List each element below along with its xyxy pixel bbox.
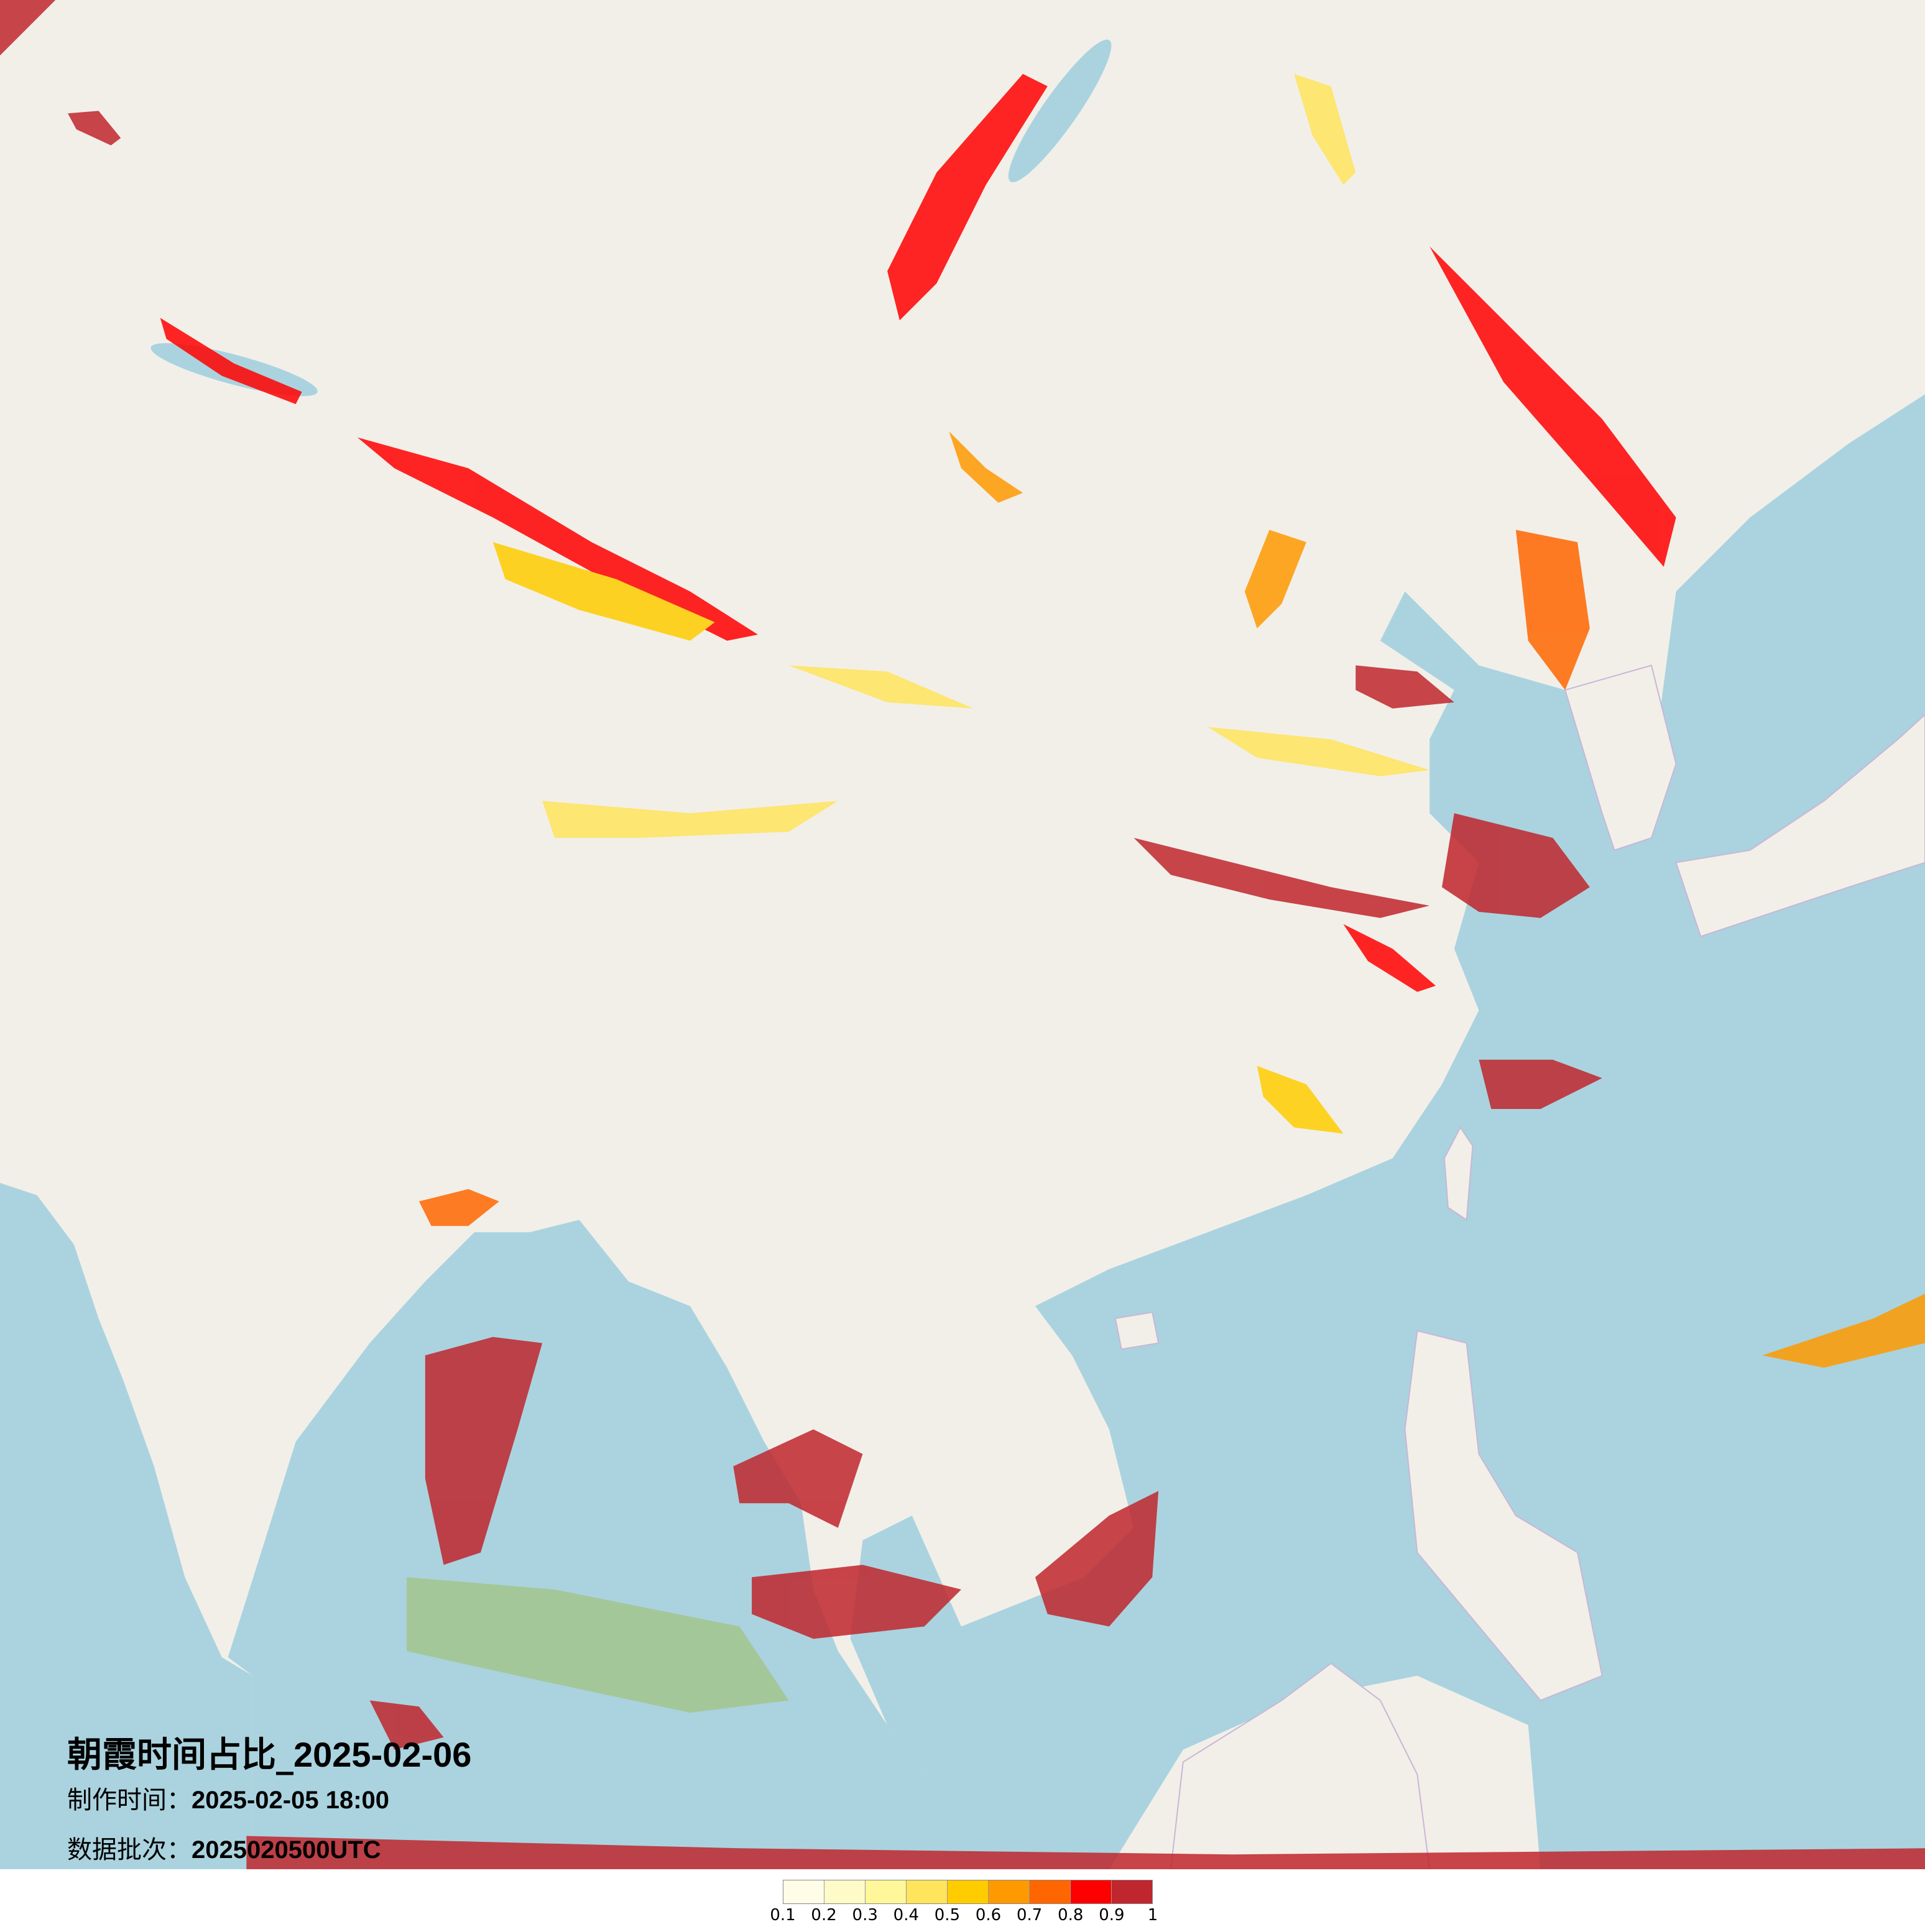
- overlay-region: [1343, 924, 1436, 992]
- legend-ticks: 0.1 0.2 0.3 0.4 0.5 0.6 0.7 0.8 0.9 1: [770, 1906, 1158, 1931]
- title-prefix: 朝霞时间占比_: [67, 1734, 293, 1775]
- legend-swatch: [1071, 1880, 1112, 1903]
- color-legend: [783, 1880, 1153, 1904]
- arabian-sea: [0, 1182, 253, 1869]
- overlay-region: [1035, 1491, 1159, 1627]
- legend-swatch: [989, 1880, 1030, 1903]
- overlay-region: [418, 1189, 499, 1226]
- production-time: 制作时间：2025-02-05 18:00: [67, 1775, 471, 1825]
- overlay-region: [1515, 530, 1590, 691]
- legend-tick-label: 0.2: [811, 1906, 837, 1925]
- legend-swatch: [907, 1880, 948, 1903]
- overlay-region: [733, 1429, 863, 1528]
- overlay-region: [1294, 73, 1356, 185]
- legend-swatch: [1112, 1880, 1152, 1903]
- overlay-region: [369, 1700, 444, 1750]
- overlay-region: [246, 1836, 1925, 1869]
- production-time-label: 制作时间：: [67, 1786, 192, 1815]
- overlay-region: [160, 318, 302, 405]
- philippines: [1404, 1330, 1603, 1701]
- legend-tick-label: 0.6: [975, 1906, 1002, 1925]
- hainan: [1114, 1311, 1160, 1350]
- overlay-region: [1442, 813, 1590, 918]
- legend-tick-label: 0.1: [770, 1906, 796, 1925]
- overlay-region: [1429, 246, 1676, 567]
- lake-baikal: [1008, 39, 1112, 183]
- legend-swatch: [824, 1880, 866, 1903]
- japan: [1675, 714, 1925, 937]
- overlay-region: [788, 665, 974, 709]
- legend-tick-label: 0.7: [1016, 1906, 1043, 1925]
- overlay-region: [1207, 727, 1430, 776]
- overlay-region: [425, 1336, 543, 1565]
- overlay-region: [949, 431, 1023, 503]
- overlay-region: [1355, 665, 1454, 709]
- legend-tick-label: 0.3: [852, 1906, 878, 1925]
- legend-swatch: [948, 1880, 989, 1903]
- legend-tick-label: 1: [1147, 1906, 1158, 1925]
- overlay-region: [68, 111, 121, 145]
- production-time-value: 2025-02-05 18:00: [192, 1787, 390, 1814]
- legend-tick-label: 0.4: [893, 1906, 920, 1925]
- overlay-region: [1479, 1059, 1602, 1109]
- map-canvas[interactable]: [0, 0, 1925, 1869]
- bay-of-bengal: [228, 1220, 1011, 1869]
- legend-swatch: [866, 1880, 907, 1903]
- overlay-region: [1244, 530, 1306, 628]
- legend-swatch: [783, 1880, 824, 1903]
- overlay-region: [542, 801, 838, 838]
- legend-tick-label: 0.9: [1099, 1906, 1125, 1925]
- korea: [1564, 665, 1677, 851]
- sunrise-glow-overlay: [0, 0, 1925, 1869]
- title-date: 2025-02-06: [293, 1735, 472, 1774]
- legend-tick-label: 0.8: [1058, 1906, 1084, 1925]
- overlay-region: [492, 542, 715, 641]
- overlay-region: [887, 73, 1048, 321]
- borneo: [1170, 1662, 1431, 1869]
- overlay-region: [1257, 1065, 1344, 1134]
- overlay-region: [1762, 1294, 1925, 1368]
- data-batch-value: 2025020500UTC: [192, 1836, 381, 1864]
- overlay-region: [357, 437, 758, 641]
- map-title: 朝霞时间占比_2025-02-06: [67, 1734, 471, 1775]
- overlay-region: [407, 1577, 789, 1713]
- data-batch: 数据批次：2025020500UTC: [67, 1825, 471, 1875]
- taiwan: [1443, 1126, 1474, 1221]
- data-batch-label: 数据批次：: [67, 1836, 192, 1864]
- legend-tick-label: 0.5: [934, 1906, 961, 1925]
- title-block: 朝霞时间占比_2025-02-06 制作时间：2025-02-05 18:00 …: [67, 1734, 471, 1875]
- legend-swatch: [1030, 1880, 1071, 1903]
- land-islands: [1114, 665, 1925, 1869]
- overlay-region: [752, 1565, 962, 1639]
- overlay-region: [0, 0, 56, 56]
- overlay-region: [1133, 837, 1430, 918]
